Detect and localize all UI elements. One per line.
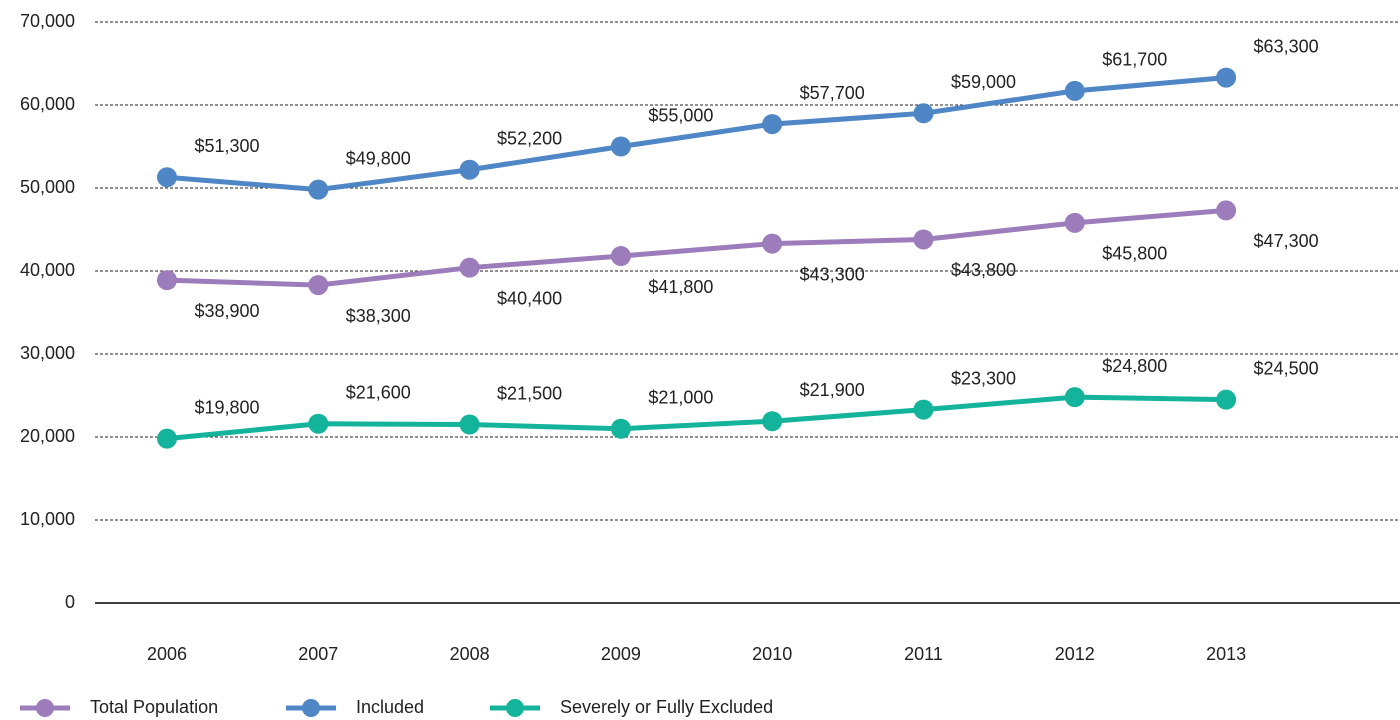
data-point <box>459 159 480 180</box>
data-label: $21,900 <box>800 380 865 400</box>
data-point <box>762 114 783 135</box>
data-label: $51,300 <box>194 136 259 156</box>
x-tick-label: 2010 <box>752 644 792 664</box>
data-label: $23,300 <box>951 368 1016 388</box>
data-point <box>610 418 631 439</box>
data-point <box>459 414 480 435</box>
x-tick-label: 2007 <box>298 644 338 664</box>
data-label: $24,500 <box>1254 358 1319 378</box>
x-tick-label: 2011 <box>904 644 943 664</box>
data-label: $55,000 <box>648 105 713 125</box>
x-tick-label: 2008 <box>450 644 490 664</box>
data-point <box>762 233 783 254</box>
data-label: $21,600 <box>346 382 411 402</box>
y-tick-label: 50,000 <box>20 177 75 197</box>
data-label: $57,700 <box>800 83 865 103</box>
data-label: $21,000 <box>648 387 713 407</box>
data-label: $41,800 <box>648 277 713 297</box>
data-label: $43,300 <box>800 264 865 284</box>
data-label: $40,400 <box>497 288 562 308</box>
data-point <box>1064 387 1085 408</box>
data-point <box>610 136 631 157</box>
data-point <box>762 411 783 432</box>
series-line <box>166 207 1227 288</box>
data-point <box>157 428 177 449</box>
data-point <box>913 229 934 250</box>
data-label: $59,000 <box>951 72 1016 92</box>
data-point <box>1216 67 1237 88</box>
y-tick-label: 0 <box>65 592 75 612</box>
x-tick-label: 2006 <box>147 644 187 664</box>
data-label: $43,800 <box>951 260 1016 280</box>
data-point <box>1064 80 1085 101</box>
data-label: $38,900 <box>194 301 259 321</box>
data-label: $19,800 <box>194 397 259 417</box>
data-label: $24,800 <box>1102 356 1167 376</box>
series-line <box>166 75 1227 193</box>
data-point <box>308 179 329 200</box>
data-label: $45,800 <box>1102 244 1167 264</box>
data-label: $49,800 <box>346 148 411 168</box>
legend-marker <box>302 699 320 717</box>
data-point <box>913 399 934 420</box>
x-tick-label: 2009 <box>601 644 641 664</box>
data-point <box>1216 389 1237 410</box>
data-point <box>308 275 329 296</box>
y-tick-label: 10,000 <box>20 509 75 529</box>
data-label: $63,300 <box>1254 36 1319 56</box>
data-label: $61,700 <box>1102 50 1167 70</box>
x-tick-label: 2013 <box>1206 644 1246 664</box>
series-line <box>166 394 1227 442</box>
legend-marker <box>36 699 54 717</box>
y-tick-label: 60,000 <box>20 94 75 114</box>
y-tick-label: 20,000 <box>20 426 75 446</box>
data-point <box>1216 200 1237 221</box>
x-tick-label: 2012 <box>1055 644 1095 664</box>
data-label: $38,300 <box>346 306 411 326</box>
data-label: $47,300 <box>1254 231 1319 251</box>
data-point <box>610 246 631 267</box>
y-tick-label: 30,000 <box>20 343 75 363</box>
legend-label: Total Population <box>90 697 218 717</box>
y-tick-label: 70,000 <box>20 11 75 31</box>
data-point <box>913 103 934 124</box>
legend-label: Severely or Fully Excluded <box>560 697 773 717</box>
data-point <box>1064 212 1085 233</box>
data-point <box>459 257 480 278</box>
data-point <box>157 167 177 188</box>
legend-label: Included <box>356 697 424 717</box>
y-tick-label: 40,000 <box>20 260 75 280</box>
data-label: $21,500 <box>497 383 562 403</box>
data-point <box>157 270 177 291</box>
legend-marker <box>506 699 524 717</box>
data-label: $52,200 <box>497 128 562 148</box>
data-point <box>308 413 329 434</box>
